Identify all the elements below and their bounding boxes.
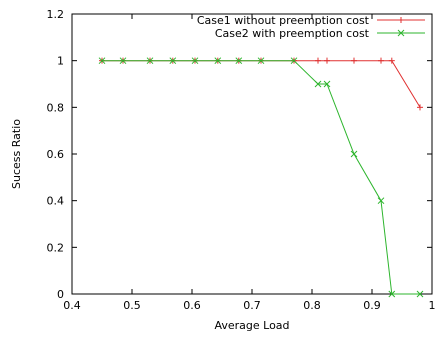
data-point bbox=[416, 290, 424, 298]
data-point bbox=[323, 80, 331, 88]
legend-label: Case2 with preemption cost bbox=[215, 27, 370, 40]
data-point bbox=[290, 57, 298, 65]
series-1-line bbox=[102, 60, 421, 108]
data-point bbox=[214, 57, 222, 65]
data-point bbox=[417, 104, 423, 111]
data-point bbox=[314, 80, 322, 88]
y-tick-label: 0.8 bbox=[47, 101, 65, 114]
y-tick-label: 0 bbox=[57, 288, 64, 301]
y-tick-label: 0.4 bbox=[47, 195, 65, 208]
y-tick-label: 0.6 bbox=[47, 148, 65, 161]
data-point bbox=[377, 197, 385, 205]
plot-frame bbox=[71, 13, 433, 295]
x-tick-label: 0.7 bbox=[243, 299, 261, 312]
data-point bbox=[315, 57, 321, 64]
series-2 bbox=[98, 57, 424, 298]
data-point bbox=[378, 57, 384, 64]
x-axis-label: Average Load bbox=[214, 319, 289, 332]
data-point bbox=[257, 57, 265, 65]
y-axis-label: Sucess Ratio bbox=[10, 119, 23, 189]
x-tick-label: 0.4 bbox=[63, 299, 81, 312]
data-point bbox=[98, 57, 106, 65]
axis-ticks: 0.4 0.5 0.6 0.7 0.8 0.9 1 0 0.2 0.4 0.6 0.8 1 1.2 bbox=[47, 8, 435, 312]
series-2-line bbox=[102, 60, 420, 295]
x-tick-label: 0.6 bbox=[183, 299, 201, 312]
x-tick-label: 0.8 bbox=[303, 299, 321, 312]
data-point bbox=[169, 57, 177, 65]
x-tick-label: 0.5 bbox=[123, 299, 141, 312]
y-tick-label: 1 bbox=[57, 55, 64, 68]
data-point bbox=[191, 57, 199, 65]
series-1 bbox=[99, 57, 423, 111]
legend-marker bbox=[398, 17, 404, 23]
data-point bbox=[388, 57, 395, 64]
data-point bbox=[235, 57, 243, 65]
legend-label: Case1 without preemption cost bbox=[197, 14, 370, 27]
data-point bbox=[146, 57, 154, 65]
x-tick-label: 0.9 bbox=[363, 299, 381, 312]
data-series bbox=[98, 57, 424, 298]
x-tick-label: 1 bbox=[429, 299, 435, 312]
data-point bbox=[351, 57, 357, 64]
data-point bbox=[388, 290, 396, 298]
y-tick-label: 0.2 bbox=[47, 241, 65, 254]
y-tick-label: 1.2 bbox=[47, 8, 65, 21]
legend-marker bbox=[397, 29, 405, 37]
data-point bbox=[350, 150, 358, 158]
data-point bbox=[324, 57, 330, 64]
data-point bbox=[119, 57, 127, 65]
